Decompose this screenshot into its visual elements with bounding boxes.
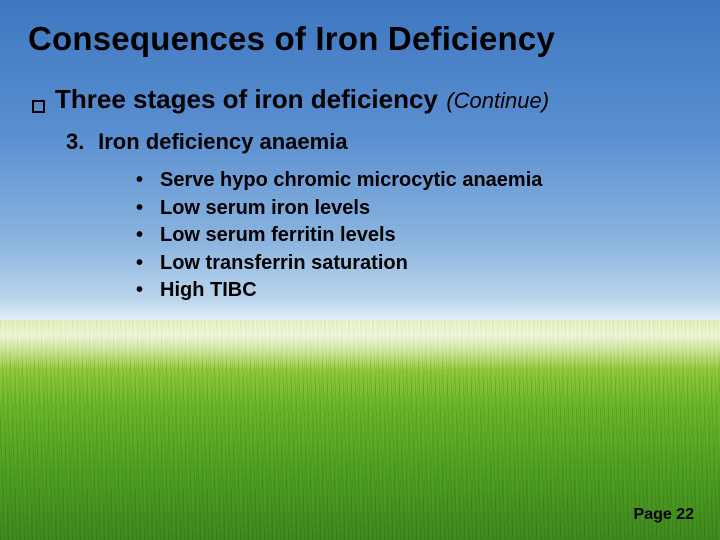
level1-continue: (Continue) [446,88,549,113]
level2-number: 3. [66,129,92,155]
level1-item: Three stages of iron deficiency (Continu… [32,84,692,115]
square-bullet-icon [32,100,45,113]
level2-text: Iron deficiency anaemia [98,129,347,154]
list-item: High TIBC [136,277,692,305]
grass-background [0,320,720,540]
slide-content: Consequences of Iron Deficiency Three st… [0,0,720,305]
slide-title: Consequences of Iron Deficiency [28,20,692,58]
list-item: Low transferrin saturation [136,250,692,278]
level1-text: Three stages of iron deficiency [55,84,438,114]
page-number: Page 22 [634,506,694,524]
level2-item: 3. Iron deficiency anaemia [66,129,692,155]
list-item: Low serum iron levels [136,195,692,223]
list-item: Serve hypo chromic microcytic anaemia [136,167,692,195]
list-item: Low serum ferritin levels [136,222,692,250]
slide: Consequences of Iron Deficiency Three st… [0,0,720,540]
level3-list: Serve hypo chromic microcytic anaemia Lo… [136,167,692,305]
